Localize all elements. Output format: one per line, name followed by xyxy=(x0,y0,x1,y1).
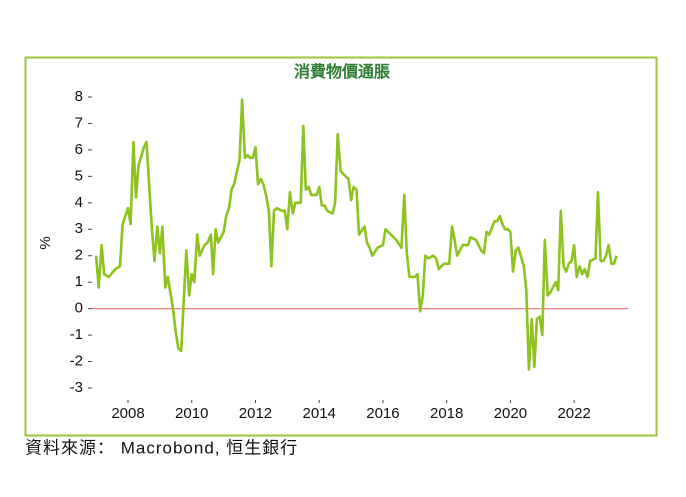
frame xyxy=(24,56,658,437)
y-tick-label: 6 xyxy=(75,141,83,158)
y-tick-label: 3 xyxy=(75,220,83,237)
x-tick-label: 2022 xyxy=(557,405,590,422)
y-tick-label: 8 xyxy=(75,88,83,105)
y-axis-label: % xyxy=(37,236,54,249)
y-tick-label: 7 xyxy=(75,114,83,131)
x-tick-label: 2010 xyxy=(175,405,208,422)
y-tick-label: 0 xyxy=(75,300,83,317)
y-tick-label: 1 xyxy=(75,273,83,290)
source-note: 資料來源： Macrobond, 恒生銀行 xyxy=(25,438,298,457)
y-tick-label: 4 xyxy=(75,194,83,211)
x-tick-label: 2008 xyxy=(111,405,144,422)
y-tick-label: -1 xyxy=(70,326,83,343)
x-tick-label: 2012 xyxy=(239,405,272,422)
x-tick-label: 2016 xyxy=(366,405,399,422)
x-tick-label: 2018 xyxy=(430,405,463,422)
x-tick-label: 2020 xyxy=(494,405,527,422)
x-tick-label: 2014 xyxy=(303,405,336,422)
y-tick-label: 2 xyxy=(75,247,83,264)
cpi-line xyxy=(94,98,618,371)
y-tick-label: -3 xyxy=(70,379,83,396)
y-tick-label: -2 xyxy=(70,353,83,370)
y-tick-label: 5 xyxy=(75,167,83,184)
chart-title: 消費物價通脹 xyxy=(294,62,390,81)
